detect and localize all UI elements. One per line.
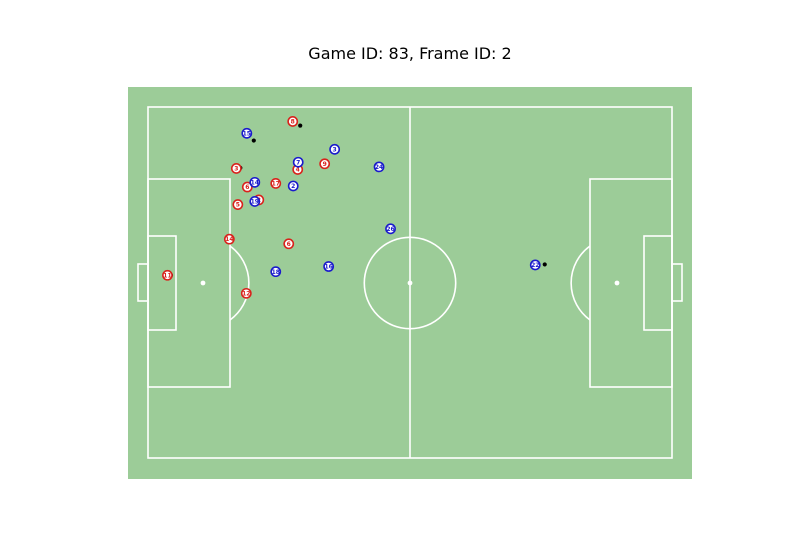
player-circle [230,163,242,174]
pitch-markings [137,106,683,459]
player-number: 22 [531,262,539,269]
player-number: 26 [386,226,394,233]
player-number: 14 [225,236,233,243]
player-number: 12 [242,290,250,297]
player-circle [373,161,385,173]
player-number: 19 [251,199,259,206]
player-number: 8 [291,119,295,126]
player-number: 7 [296,159,300,166]
player-number: 14 [251,179,259,186]
ball-marker [251,138,256,143]
player-circle [329,143,341,155]
player-number: 17 [272,180,280,187]
away-player-marker: 14 [249,176,261,188]
ball-marker [542,262,547,267]
player-circle [319,158,331,170]
player-circle [241,127,253,139]
player-markers: 83496172514611121537241421926161822 [162,116,541,299]
right-penalty-arc [570,245,591,321]
player-number: 5 [236,202,240,209]
player-circle [287,180,299,192]
player-circle [529,259,541,271]
away-player-marker: 2 [287,180,299,192]
home-player-marker: 5 [232,199,244,210]
right-goal [671,263,683,302]
player-circle [270,266,282,278]
home-player-marker: 6 [241,181,253,193]
left-goal [137,263,149,302]
ball-marker [298,123,303,128]
home-player-marker: 12 [240,287,252,299]
player-circle [240,287,252,299]
away-player-marker: 7 [292,156,304,168]
player-number: 3 [234,166,238,173]
player-number: 4 [296,167,300,174]
player-number: 15 [243,130,251,137]
player-circle [249,176,261,188]
center-circle [363,236,457,330]
left-penalty-spot [200,280,206,286]
player-circle [385,223,396,235]
home-player-marker: 8 [287,116,299,127]
home-player-marker: 14 [223,233,235,245]
player-number: 11 [163,272,171,279]
home-player-marker: 6 [283,238,295,250]
player-circle [241,181,253,193]
player-circle [323,261,335,272]
player-number: 18 [272,269,280,276]
home-player-marker: 9 [319,158,331,170]
away-player-marker: 22 [529,259,541,271]
player-number: 2 [291,183,295,190]
player-number: 6 [245,184,249,191]
home-player-marker: 17 [270,177,282,189]
away-player-marker: 19 [249,196,261,207]
away-player-marker: 16 [323,261,335,272]
center-spot [407,280,413,286]
player-circle [162,269,173,281]
player-number: 16 [324,264,332,271]
away-player-marker: 26 [385,223,396,235]
home-player-marker: 3 [230,163,242,174]
left-penalty-arc [229,245,250,321]
player-number: 9 [323,161,327,168]
away-player-marker: 18 [270,266,282,278]
player-circle [249,196,261,207]
player-number: 24 [375,164,383,171]
away-player-marker: 15 [241,127,253,139]
player-number: 6 [287,241,291,248]
player-circle [292,156,304,168]
player-circle [270,177,282,189]
player-circle [223,233,235,245]
right-penalty-spot [614,280,620,286]
player-circle [232,199,244,210]
player-circle [283,238,295,250]
home-player-marker: 11 [162,269,173,281]
player-circle [287,116,299,127]
away-player-marker: 24 [373,161,385,173]
player-number: 3 [333,146,337,153]
chart-title: Game ID: 83, Frame ID: 2 [308,44,511,63]
away-player-marker: 3 [329,143,341,155]
